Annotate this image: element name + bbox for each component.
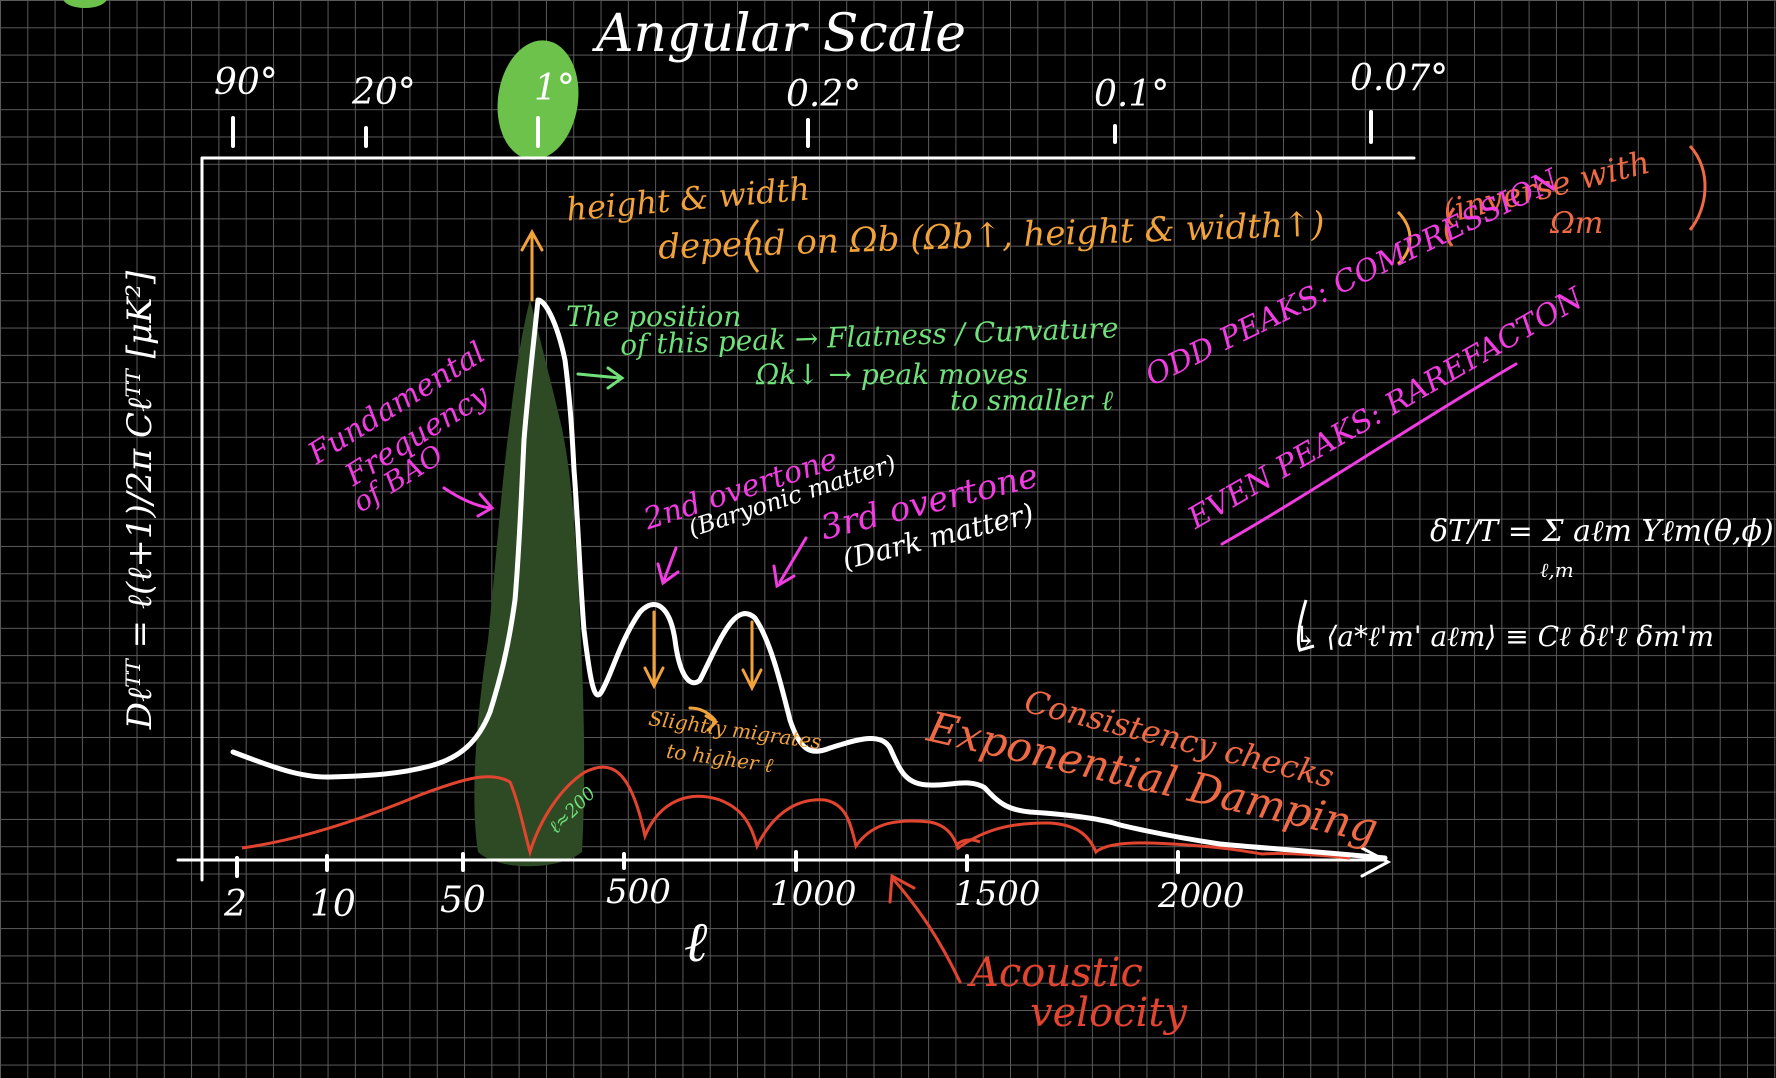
orange-brackets — [746, 210, 1412, 273]
green-arrows — [576, 366, 625, 390]
bottom-tick-label-2: 2 — [224, 884, 247, 925]
bottom-tick-label-10: 10 — [310, 884, 356, 925]
position-line3: Ωk↓ → peak moves — [756, 358, 1029, 391]
top-tick-label-0-1: 0.1° — [1094, 74, 1170, 115]
magenta-arrows — [442, 362, 1518, 589]
top-tick-label-90: 90° — [214, 62, 278, 103]
acoustic-line1: Acoustic — [970, 950, 1143, 996]
y-axis-label: Dℓᵀᵀ = ℓ(ℓ+1)/2π Cℓᵀᵀ [μK²] — [120, 270, 160, 730]
top-tick-label-0-07: 0.07° — [1350, 58, 1449, 99]
eq-arrow — [1296, 599, 1315, 652]
bottom-tick-label-500: 500 — [606, 872, 671, 912]
top-tick-label-20: 20° — [352, 72, 416, 113]
inverse-line2: Ωm — [1550, 206, 1604, 241]
top-tick-label-0-2: 0.2° — [786, 74, 862, 115]
red-curve-tail — [954, 838, 981, 847]
orange-arrows — [520, 228, 763, 732]
power-spectrum-curve — [230, 297, 1388, 861]
top-axis-ticks — [231, 110, 1373, 148]
acoustic-line2: velocity — [1030, 990, 1188, 1036]
first-peak-shade — [474, 300, 585, 867]
position-line1: The position — [566, 300, 742, 333]
axes — [176, 156, 1416, 882]
equation-spherical-harmonics: δT/T = Σ aℓm Yℓm(θ,ϕ) — [1430, 514, 1774, 549]
acoustic-velocity-curve — [241, 765, 1351, 860]
bottom-tick-label-1000: 1000 — [770, 874, 857, 914]
red-brackets — [1444, 144, 1707, 247]
equation-power-spectrum: ↳ ⟨a*ℓ'm' aℓm⟩ ≡ Cℓ δℓ'ℓ δm'm — [1294, 620, 1714, 653]
one-degree-highlight — [497, 40, 579, 160]
top-axis-title: Angular Scale — [596, 4, 966, 64]
stray-green-dot — [63, 0, 107, 8]
bottom-tick-label-1500: 1500 — [954, 874, 1041, 914]
position-line4: to smaller ℓ — [950, 384, 1114, 417]
x-axis-label: ℓ — [684, 910, 708, 975]
equation-sum-subscript: ℓ,m — [1540, 558, 1574, 582]
top-tick-label-1: 1° — [534, 68, 575, 109]
bottom-axis-ticks — [235, 850, 1180, 878]
bottom-tick-label-50: 50 — [440, 880, 486, 921]
bottom-tick-label-2000: 2000 — [1158, 876, 1245, 916]
acoustic-arrow — [888, 873, 962, 984]
